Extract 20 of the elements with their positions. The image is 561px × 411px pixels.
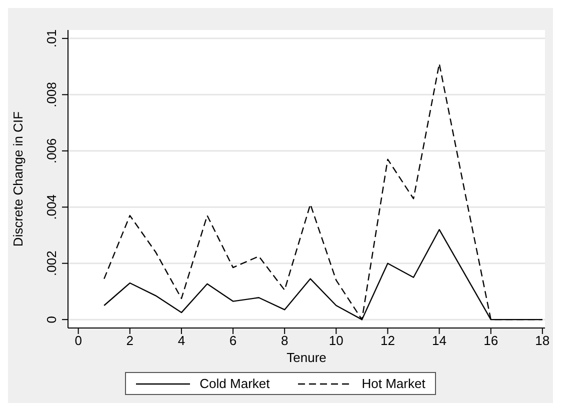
x-tick-label: 14 <box>432 333 447 348</box>
x-tick-label: 16 <box>484 333 498 348</box>
x-tick-label: 2 <box>126 333 134 348</box>
y-tick-label: 0 <box>44 316 59 324</box>
x-tick-label: 18 <box>535 333 550 348</box>
y-tick-label: .004 <box>44 194 59 220</box>
x-tick-label: 10 <box>328 333 344 348</box>
y-tick-label: .002 <box>44 250 59 276</box>
legend-label: Hot Market <box>362 376 426 391</box>
y-tick-label: .006 <box>44 138 59 164</box>
y-tick-label: .01 <box>44 29 59 48</box>
legend-label: Cold Market <box>200 376 270 391</box>
x-axis-title: Tenure <box>286 350 326 365</box>
y-axis-title: Discrete Change in CIF <box>10 111 26 247</box>
x-tick-label: 4 <box>178 333 186 348</box>
y-tick-label: .008 <box>44 82 59 108</box>
x-tick-label: 12 <box>380 333 395 348</box>
x-tick-label: 6 <box>229 333 237 348</box>
x-tick-label: 0 <box>74 333 82 348</box>
x-tick-label: 8 <box>280 333 288 348</box>
